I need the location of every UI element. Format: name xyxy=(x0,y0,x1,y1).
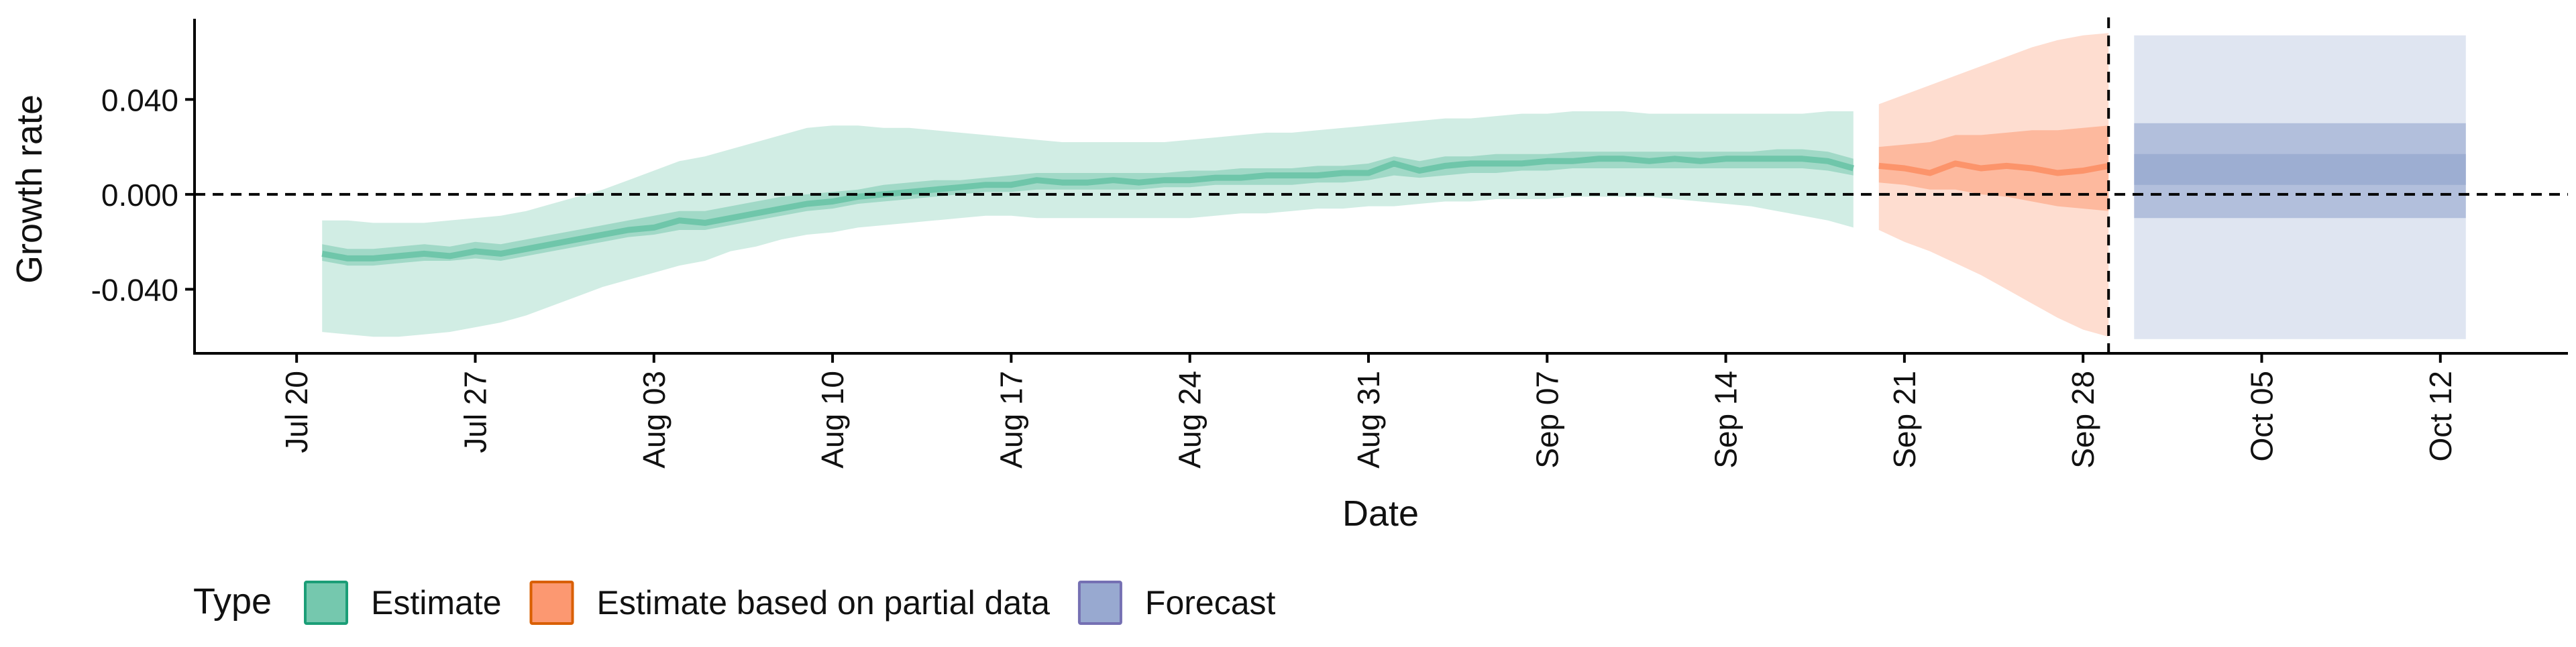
series-1-band-90 xyxy=(1878,33,2109,337)
y-tick-label: 0.000 xyxy=(101,178,178,213)
series-0-median-line xyxy=(321,156,1855,261)
x-tick-label: Sep 21 xyxy=(1887,371,1922,469)
legend-key-2 xyxy=(529,581,574,625)
x-axis-label: Date xyxy=(1342,493,1419,534)
x-tick-label: Aug 31 xyxy=(1351,371,1386,469)
axes: Growth rate Date 0.040 0.000 -0.040 Jul 20 J… xyxy=(9,19,2568,534)
x-tick-label: Sep 14 xyxy=(1709,371,1743,469)
y-tick-label: 0.040 xyxy=(101,82,178,117)
y-axis-label: Growth rate xyxy=(9,95,50,284)
x-tick-label: Oct 05 xyxy=(2245,371,2279,462)
series-1-median-line xyxy=(1878,160,2110,176)
legend-key-3 xyxy=(1077,581,1122,625)
legend-label-1: Estimate xyxy=(371,584,502,622)
x-tick-label: Jul 27 xyxy=(458,371,493,453)
legend-key-1 xyxy=(304,581,348,625)
x-tick-label: Jul 20 xyxy=(279,371,314,453)
x-tick-label: Oct 12 xyxy=(2423,371,2458,462)
x-tick-label: Aug 17 xyxy=(994,371,1028,469)
x-tick-label: Sep 28 xyxy=(2065,371,2100,469)
x-tick-label: Aug 24 xyxy=(1173,371,1208,469)
legend-label-2: Estimate based on partial data xyxy=(597,584,1051,622)
x-tick-label: Aug 03 xyxy=(637,371,672,469)
series-2-band-50 xyxy=(2134,154,2466,185)
y-tick-label: -0.040 xyxy=(91,272,178,307)
x-tick-label: Aug 10 xyxy=(815,371,850,469)
plot-area xyxy=(195,17,2568,353)
legend: Type Estimate Estimate based on partial d… xyxy=(193,581,1276,625)
series-0-band-90 xyxy=(322,111,1854,337)
x-tick-label: Sep 07 xyxy=(1529,371,1564,469)
legend-title: Type xyxy=(193,581,272,622)
legend-label-3: Forecast xyxy=(1145,584,1276,622)
